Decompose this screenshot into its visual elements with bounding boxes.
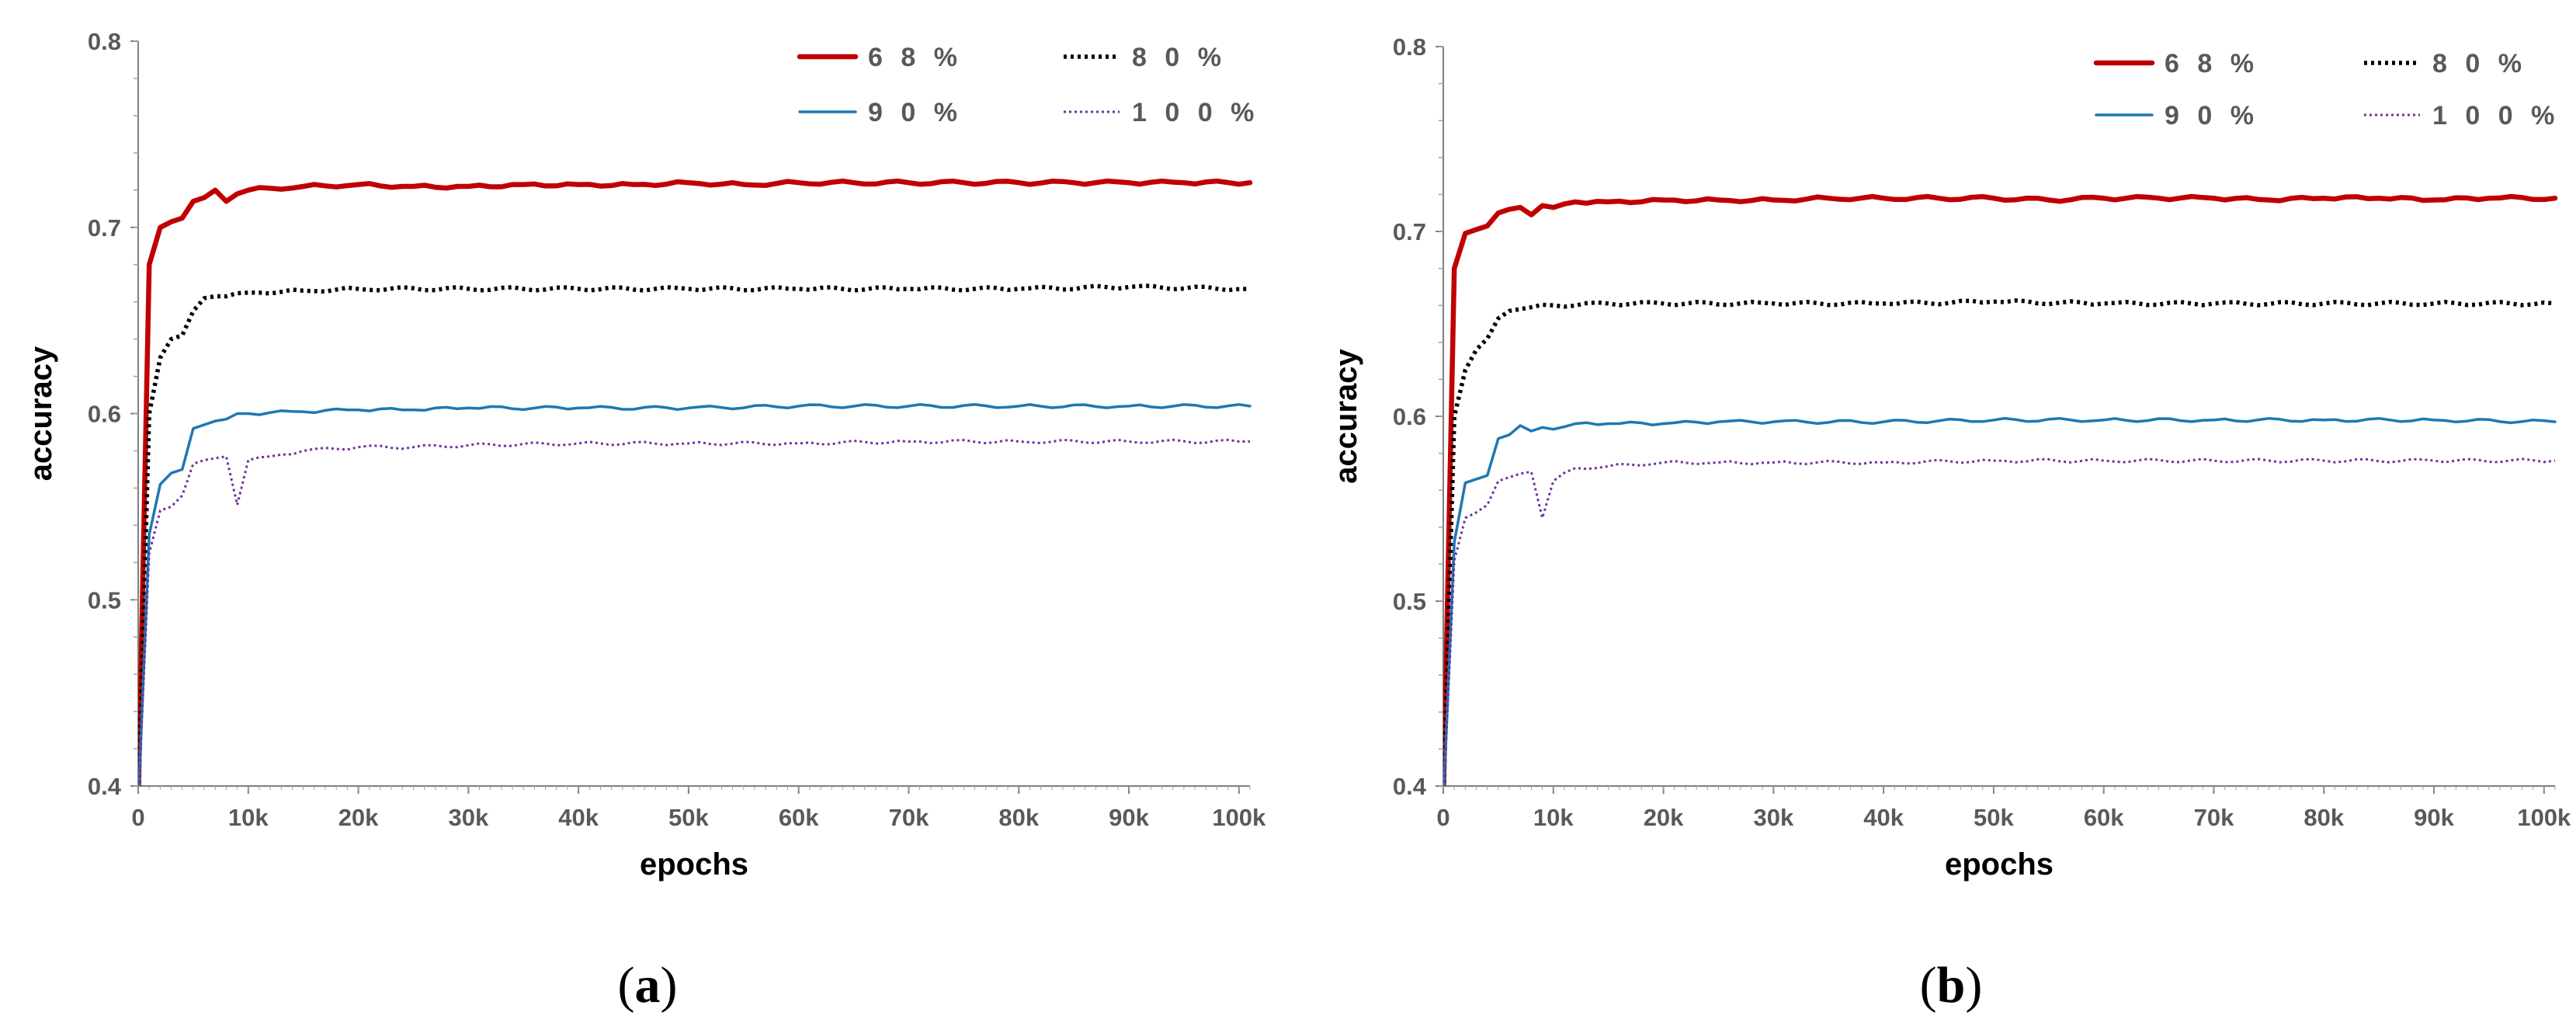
x-tick-label: 80k <box>2303 804 2344 831</box>
legend-label: 8 0 % <box>1132 43 1227 72</box>
y-tick-label: 0.8 <box>88 28 121 55</box>
panel-caption-open: ( <box>1920 957 1937 1014</box>
x-tick-label: 70k <box>2194 804 2234 831</box>
x-tick-label: 30k <box>448 804 488 831</box>
panel-caption-open: ( <box>618 957 635 1014</box>
legend-label: 1 0 0 % <box>2432 101 2560 130</box>
series-line <box>1443 298 2556 786</box>
x-tick-label: 10k <box>1533 804 1574 831</box>
panel-caption-letter: a <box>635 957 661 1014</box>
panel-caption: (b) <box>1920 957 1983 1014</box>
x-tick-label: 40k <box>1863 804 1904 831</box>
x-axis-title: epochs <box>1945 847 2054 882</box>
x-tick-label: 20k <box>1644 804 1684 831</box>
y-tick-label: 0.7 <box>1393 218 1426 245</box>
x-axis-title: epochs <box>640 847 748 882</box>
y-tick-label: 0.6 <box>88 401 121 428</box>
legend-label: 9 0 % <box>2165 101 2259 130</box>
legend: 6 8 % 8 0 % 9 0 % 1 0 0 % <box>2093 49 2560 130</box>
y-tick-label: 0.5 <box>1393 588 1426 615</box>
legend-label: 1 0 0 % <box>1132 98 1259 127</box>
x-tick-label: 90k <box>2414 804 2454 831</box>
x-tick-label: 80k <box>998 804 1039 831</box>
legend-label: 6 8 % <box>2165 49 2259 78</box>
y-axis-title: accuracy <box>24 346 58 481</box>
series-line <box>138 403 1252 786</box>
series-line <box>138 438 1250 786</box>
x-tick-label: 30k <box>1753 804 1793 831</box>
x-tick-label: 60k <box>779 804 819 831</box>
panel-caption-letter: b <box>1937 957 1966 1014</box>
y-tick-label: 0.8 <box>1393 33 1426 61</box>
plot-area <box>138 178 1253 786</box>
chart-panel-b: 0.4 0.5 0.6 0.7 0.8 0 10k 20k 30k 40k 50k 60k 70k 80k… <box>1329 33 2571 1014</box>
series-line <box>138 283 1251 786</box>
x-tick-label: 0 <box>131 804 144 831</box>
y-tick-label: 0.7 <box>88 214 121 242</box>
series-line <box>138 178 1253 786</box>
x-tick-label: 100k <box>2517 804 2571 831</box>
x-tick-label: 0 <box>1436 804 1449 831</box>
x-tick-label: 90k <box>1109 804 1149 831</box>
x-tick-label: 50k <box>668 804 709 831</box>
legend: 6 8 % 8 0 % 9 0 % 1 0 0 % <box>797 43 1259 127</box>
x-tick-label: 10k <box>228 804 269 831</box>
panel-caption-close: ) <box>661 957 678 1014</box>
y-axis-title: accuracy <box>1329 349 1363 484</box>
x-tick-label: 50k <box>1974 804 2014 831</box>
series-line <box>1443 193 2558 786</box>
panel-caption: (a) <box>618 957 678 1014</box>
y-tick-label: 0.4 <box>88 773 122 800</box>
series-line <box>1443 457 2556 786</box>
x-tick-label: 60k <box>2084 804 2124 831</box>
y-tick-label: 0.4 <box>1393 773 1427 800</box>
series-line <box>1443 416 2557 786</box>
x-tick-label: 100k <box>1212 804 1266 831</box>
legend-label: 9 0 % <box>868 98 963 127</box>
panel-caption-close: ) <box>1965 957 1982 1014</box>
x-tick-label: 70k <box>889 804 929 831</box>
plot-area <box>1443 193 2558 786</box>
y-tick-label: 0.6 <box>1393 403 1426 430</box>
x-tick-label: 20k <box>338 804 379 831</box>
legend-label: 8 0 % <box>2432 49 2527 78</box>
chart-panel-a: 0.4 0.5 0.6 0.7 0.8 0 10k 20k 30k 40k 50k 60k 70k 80k… <box>24 28 1266 1014</box>
x-tick-label: 40k <box>558 804 599 831</box>
y-tick-label: 0.5 <box>88 586 121 614</box>
legend-label: 6 8 % <box>868 43 963 72</box>
